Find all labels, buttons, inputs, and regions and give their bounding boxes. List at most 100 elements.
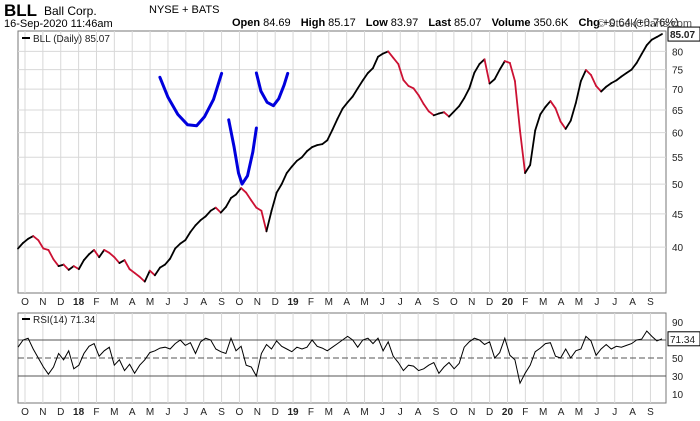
rsi-x-tick-label: O — [450, 407, 458, 418]
price-segment — [595, 85, 603, 93]
price-segment — [118, 259, 126, 264]
price-segment — [534, 113, 542, 132]
price-segment — [514, 80, 521, 132]
price-segment — [559, 120, 567, 130]
rsi-x-tick-label: J — [594, 407, 599, 418]
rsi-x-tick-label: S — [218, 407, 225, 418]
price-segment — [402, 79, 410, 87]
price-segment — [493, 68, 501, 81]
price-segment — [574, 80, 582, 105]
rsi-x-tick-label: A — [629, 407, 636, 418]
price-segment — [529, 129, 537, 166]
price-x-tick-label: S — [433, 297, 440, 308]
price-segment — [164, 257, 172, 266]
price-segment — [463, 87, 471, 100]
price-x-tick-label: S — [218, 297, 225, 308]
price-x-tick-label: N — [254, 297, 261, 308]
price-segment — [113, 256, 121, 264]
price-x-tick-label: D — [486, 297, 493, 308]
price-panel: 40 45 50 55 60 65 70 75 80 BLL (Daily) 85.07 85.07… — [17, 26, 700, 308]
volume-value: 350.6K — [533, 17, 569, 29]
price-segment — [103, 249, 111, 254]
rsi-x-tick-label: S — [647, 407, 654, 418]
price-segment — [280, 172, 288, 186]
price-segment — [326, 128, 334, 142]
price-x-tick-label: A — [415, 297, 422, 308]
price-x-tick-label: J — [165, 297, 170, 308]
price-segment — [32, 235, 40, 242]
high-label: High — [300, 17, 326, 29]
price-segment — [77, 259, 85, 271]
price-x-tick-label: M — [146, 297, 154, 308]
rsi-legend: RSI(14) 71.34 — [33, 315, 96, 326]
rsi-x-tick-label: 18 — [73, 407, 85, 418]
rsi-x-tick-label: J — [380, 407, 385, 418]
rsi-x-tick-label: F — [308, 407, 314, 418]
rsi-x-tick-label: 19 — [287, 407, 299, 418]
open-label: Open — [232, 17, 261, 29]
price-segment — [656, 33, 663, 38]
price-last-value: 85.07 — [670, 30, 695, 41]
price-x-tick-label: F — [93, 297, 99, 308]
price-segment — [569, 102, 577, 122]
price-segment — [37, 239, 45, 250]
price-last-value-box — [667, 26, 700, 42]
price-segment — [123, 259, 131, 271]
rsi-x-tick-label: M — [360, 407, 368, 418]
price-segment — [590, 74, 597, 87]
price-segment — [650, 36, 658, 41]
price-y-tick-label: 45 — [672, 210, 684, 221]
price-segment — [93, 249, 101, 259]
price-segment — [392, 56, 400, 65]
rsi-series-line — [17, 330, 663, 385]
open-value: 84.69 — [263, 17, 291, 29]
rsi-x-tick-label: A — [558, 407, 565, 418]
rsi-x-tick-label: F — [93, 407, 99, 418]
price-segment — [148, 269, 156, 277]
price-segment — [372, 55, 379, 70]
price-segment — [219, 206, 227, 214]
price-segment — [640, 44, 648, 55]
price-y-tick-label: 60 — [672, 129, 684, 140]
price-x-tick-label: O — [450, 297, 458, 308]
price-x-tick-label: 18 — [73, 297, 85, 308]
price-segment — [453, 105, 461, 113]
rsi-y-tick-label: 50 — [672, 354, 684, 365]
price-x-tick-label: M — [325, 297, 333, 308]
company-name: Ball Corp. — [44, 4, 97, 18]
price-segment — [498, 60, 506, 71]
price-segment — [143, 269, 151, 283]
price-segment — [524, 164, 532, 174]
price-segment — [255, 206, 263, 212]
price-segment — [250, 199, 258, 209]
rsi-last-value: 71.34 — [670, 335, 695, 346]
price-segment — [270, 191, 278, 212]
price-segment — [351, 87, 359, 98]
price-segment — [301, 150, 308, 159]
price-segment — [138, 275, 146, 283]
price-x-tick-label: J — [183, 297, 188, 308]
price-segment — [98, 249, 106, 259]
price-segment — [260, 209, 268, 233]
price-segment — [422, 103, 430, 113]
rsi-x-tick-label: S — [433, 407, 440, 418]
price-segment — [417, 94, 425, 105]
price-segment — [346, 95, 354, 104]
price-segment — [275, 183, 283, 194]
rsi-x-tick-label: M — [575, 407, 583, 418]
price-segment — [47, 249, 55, 261]
price-y-tick-label: 55 — [672, 153, 684, 164]
last-label: Last — [428, 17, 451, 29]
price-y-tick-label: 40 — [672, 243, 684, 254]
cup-annotation-arc — [227, 118, 258, 186]
price-segment — [539, 106, 547, 116]
price-x-tick-label: A — [558, 297, 565, 308]
rsi-x-tick-label: D — [486, 407, 493, 418]
price-segment — [311, 144, 319, 149]
symbol: BLL — [4, 1, 38, 20]
price-segment — [194, 219, 202, 227]
price-segment — [52, 258, 60, 267]
rsi-x-tick-label: J — [165, 407, 170, 418]
rsi-x-tick-label: D — [272, 407, 279, 418]
